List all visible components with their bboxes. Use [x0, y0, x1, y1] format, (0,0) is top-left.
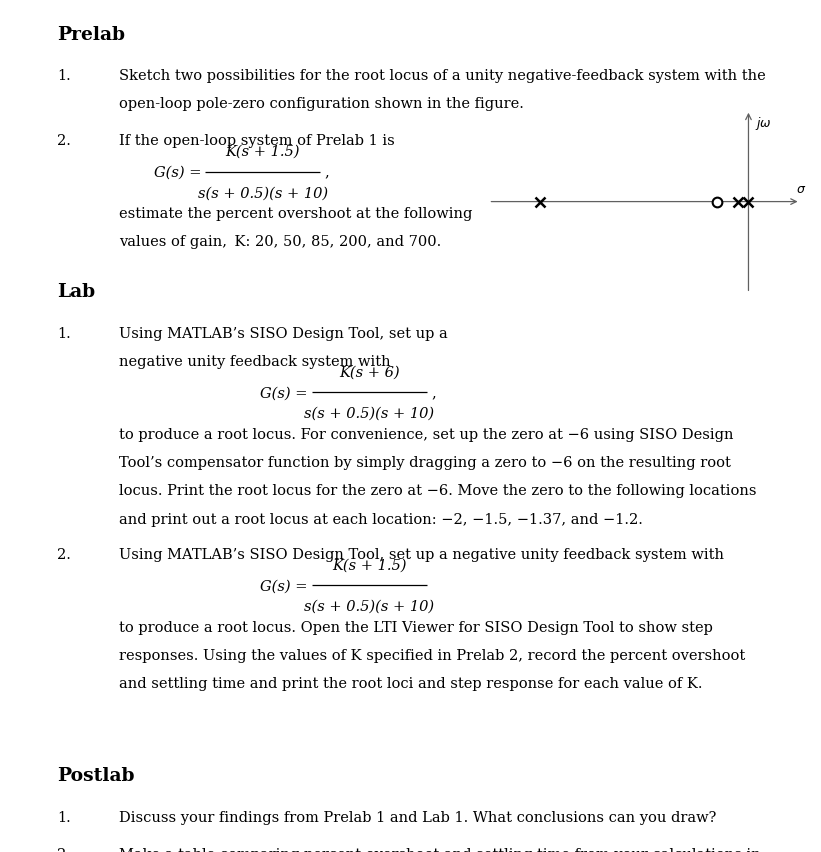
Text: $j\omega$: $j\omega$ [754, 115, 772, 132]
Text: open-loop pole-zero configuration shown in the figure.: open-loop pole-zero configuration shown … [119, 97, 524, 112]
Text: to produce a root locus. For convenience, set up the zero at −6 using SISO Desig: to produce a root locus. For convenience… [119, 428, 733, 441]
Text: locus. Print the root locus for the zero at −6. Move the zero to the following l: locus. Print the root locus for the zero… [119, 484, 756, 498]
Text: and print out a root locus at each location: −2, −1.5, −1.37, and −1.2.: and print out a root locus at each locat… [119, 512, 643, 526]
Text: K(s + 6): K(s + 6) [339, 366, 400, 379]
Text: responses. Using the values of K specified in Prelab 2, record the percent overs: responses. Using the values of K specifi… [119, 648, 745, 662]
Text: 1.: 1. [57, 326, 71, 341]
Text: G(s) =: G(s) = [260, 386, 308, 400]
Text: ,: , [431, 386, 436, 400]
Text: ,: , [324, 165, 329, 179]
Text: 1.: 1. [57, 810, 71, 824]
Text: Sketch two possibilities for the root locus of a unity negative-feedback system : Sketch two possibilities for the root lo… [119, 69, 766, 83]
Text: 2.: 2. [57, 134, 71, 147]
Text: Lab: Lab [57, 283, 95, 301]
Text: s(s + 0.5)(s + 10): s(s + 0.5)(s + 10) [305, 599, 434, 613]
Text: Make a table comparing percent overshoot and settling time from your calculation: Make a table comparing percent overshoot… [119, 847, 761, 852]
Text: s(s + 0.5)(s + 10): s(s + 0.5)(s + 10) [198, 186, 328, 200]
Text: $\sigma$: $\sigma$ [796, 182, 806, 195]
Text: 2.: 2. [57, 847, 71, 852]
Text: Postlab: Postlab [57, 767, 135, 785]
Text: Prelab: Prelab [57, 26, 126, 43]
Text: Using MATLAB’s SISO Design Tool, set up a negative unity feedback system with: Using MATLAB’s SISO Design Tool, set up … [119, 547, 724, 561]
Text: and settling time and print the root loci and step response for each value of K.: and settling time and print the root loc… [119, 676, 703, 690]
Text: 1.: 1. [57, 69, 71, 83]
Text: to produce a root locus. Open the LTI Viewer for SISO Design Tool to show step: to produce a root locus. Open the LTI Vi… [119, 620, 713, 634]
Text: values of gain,  K: 20, 50, 85, 200, and 700.: values of gain, K: 20, 50, 85, 200, and … [119, 235, 442, 249]
Text: If the open-loop system of Prelab 1 is: If the open-loop system of Prelab 1 is [119, 134, 395, 147]
Text: G(s) =: G(s) = [154, 165, 201, 179]
Text: K(s + 1.5): K(s + 1.5) [226, 145, 300, 158]
Text: s(s + 0.5)(s + 10): s(s + 0.5)(s + 10) [305, 406, 434, 421]
Text: estimate the percent overshoot at the following: estimate the percent overshoot at the fo… [119, 207, 472, 221]
Text: Tool’s compensator function by simply dragging a zero to −6 on the resulting roo: Tool’s compensator function by simply dr… [119, 456, 731, 469]
Text: 2.: 2. [57, 547, 71, 561]
Text: Discuss your findings from Prelab 1 and Lab 1. What conclusions can you draw?: Discuss your findings from Prelab 1 and … [119, 810, 717, 824]
Text: Using MATLAB’s SISO Design Tool, set up a: Using MATLAB’s SISO Design Tool, set up … [119, 326, 447, 341]
Text: G(s) =: G(s) = [260, 579, 308, 593]
Text: K(s + 1.5): K(s + 1.5) [333, 558, 406, 572]
Text: negative unity feedback system with: negative unity feedback system with [119, 354, 391, 369]
